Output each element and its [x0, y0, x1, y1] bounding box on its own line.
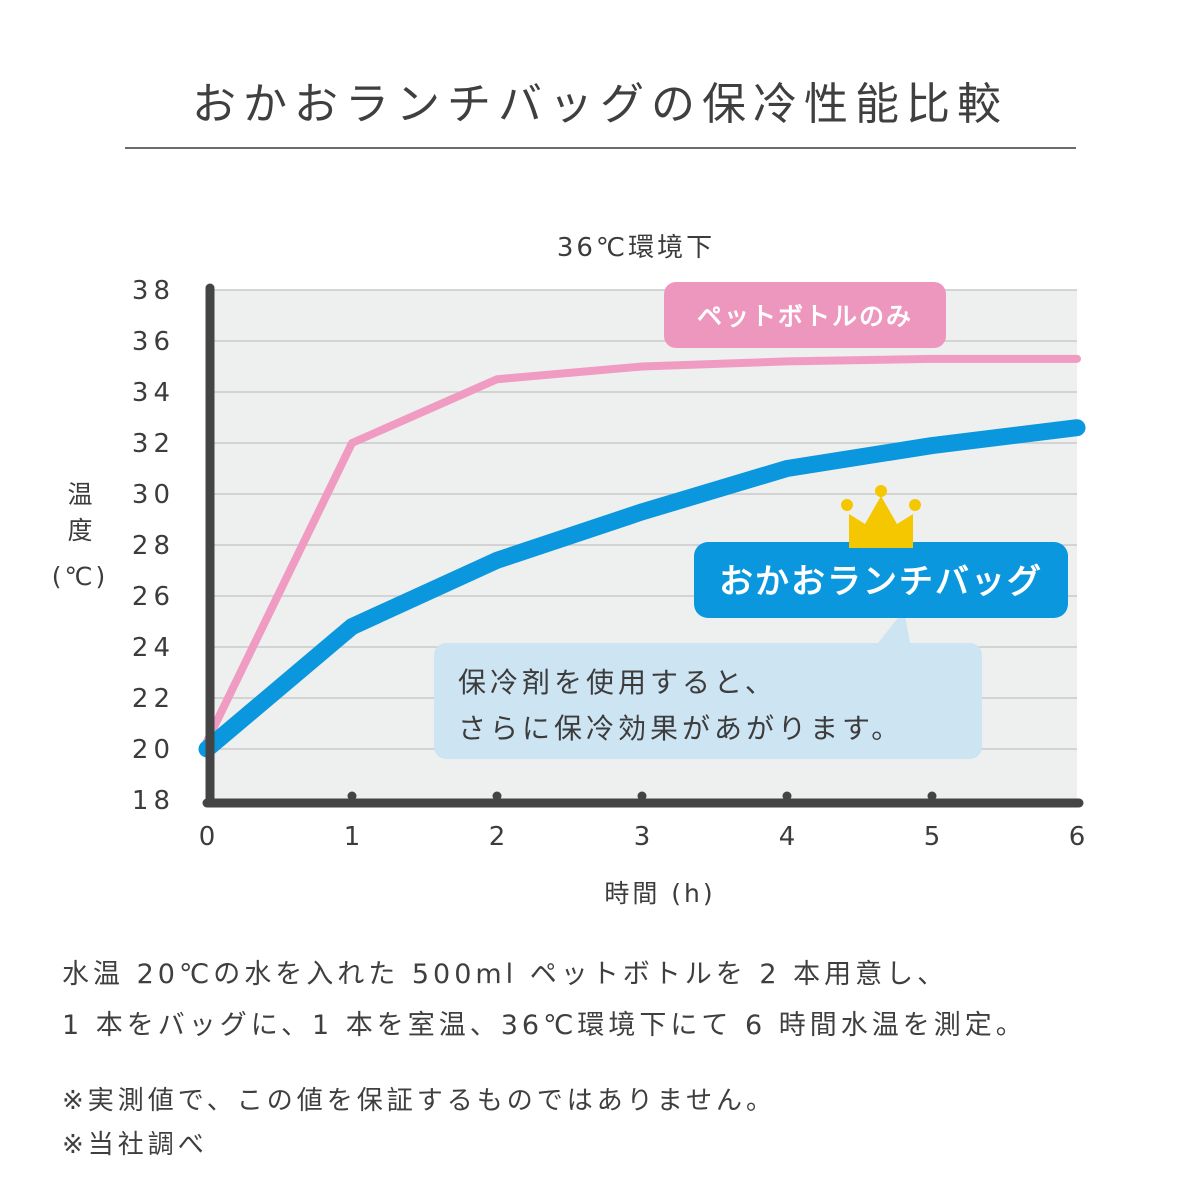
y-tick-label: 30 — [132, 480, 175, 510]
x-tick-label: 5 — [924, 822, 941, 852]
legend-pet-bottle-label: ペットボトルのみ — [697, 302, 913, 331]
x-axis-label: 時間 (h) — [604, 879, 715, 908]
data-point — [786, 468, 788, 469]
y-axis-label-2: 度 — [67, 516, 92, 545]
note-disclaimer: ※実測値で、この値を保証するものではありません。 — [62, 1086, 776, 1116]
data-point — [931, 445, 933, 447]
legend-pet-bottle: ペットボトルのみ — [664, 282, 946, 348]
y-tick-label: 38 — [132, 276, 175, 306]
x-tick-labels: 0 1 2 3 4 5 6 — [199, 822, 1086, 852]
x-tick-mark — [347, 791, 357, 801]
title-divider — [125, 147, 1076, 149]
y-tick-label: 32 — [132, 429, 175, 459]
y-tick-label: 28 — [132, 531, 175, 561]
legend-lunch-bag-label: おかおランチバッグ — [719, 562, 1043, 602]
crown-icon — [841, 485, 921, 548]
x-tick-mark — [492, 791, 502, 801]
annotation-callout: 保冷剤を使用すると、 さらに保冷効果があがります。 — [434, 610, 982, 759]
y-tick-label: 24 — [132, 633, 175, 663]
data-point — [641, 511, 643, 513]
y-tick-label: 34 — [132, 378, 175, 408]
data-point — [496, 378, 498, 380]
x-tick-label: 6 — [1069, 822, 1086, 852]
data-point — [786, 360, 788, 362]
data-point — [1076, 427, 1078, 429]
annotation-line-1: 保冷剤を使用すると、 — [458, 666, 777, 699]
y-tick-labels: 18 20 22 24 26 28 30 32 34 36 38 — [132, 276, 175, 816]
series-lines — [198, 354, 1086, 758]
note-source: ※当社調べ — [62, 1130, 208, 1160]
data-point — [496, 559, 498, 561]
y-tick-label: 22 — [132, 684, 175, 714]
axes — [202, 283, 1084, 808]
data-point — [1076, 358, 1078, 360]
x-tick-label: 1 — [344, 822, 361, 852]
x-tick-label: 2 — [489, 822, 506, 852]
x-tick-mark — [637, 791, 647, 801]
x-tick-label: 4 — [779, 822, 796, 852]
data-point — [351, 626, 353, 628]
annotation-line-2: さらに保冷効果があがります。 — [458, 712, 903, 745]
x-tick-label: 3 — [634, 822, 651, 852]
data-point — [351, 442, 353, 444]
note-method-1: 水温 20℃の水を入れた 500ml ペットボトルを 2 本用意し、 — [62, 959, 949, 990]
y-tick-label: 18 — [132, 786, 175, 816]
y-tick-label: 36 — [132, 327, 175, 357]
x-tick-mark — [927, 791, 937, 801]
x-tick-mark — [782, 791, 792, 801]
data-point — [641, 366, 643, 367]
legend-lunch-bag: おかおランチバッグ — [694, 542, 1068, 618]
y-tick-label: 20 — [132, 735, 175, 765]
x-tick-label: 0 — [199, 822, 216, 852]
note-method-2: 1 本をバッグに、1 本を室温、36℃環境下にて 6 時間水温を測定。 — [62, 1010, 1027, 1041]
y-tick-label: 26 — [132, 582, 175, 612]
page-title: おかおランチバッグの保冷性能比較 — [192, 79, 1008, 130]
chart-title: 36℃環境下 — [557, 233, 715, 263]
data-point — [931, 358, 933, 360]
y-axis-label-1: 温 — [67, 480, 92, 509]
y-axis-label-3: (℃) — [52, 562, 109, 591]
